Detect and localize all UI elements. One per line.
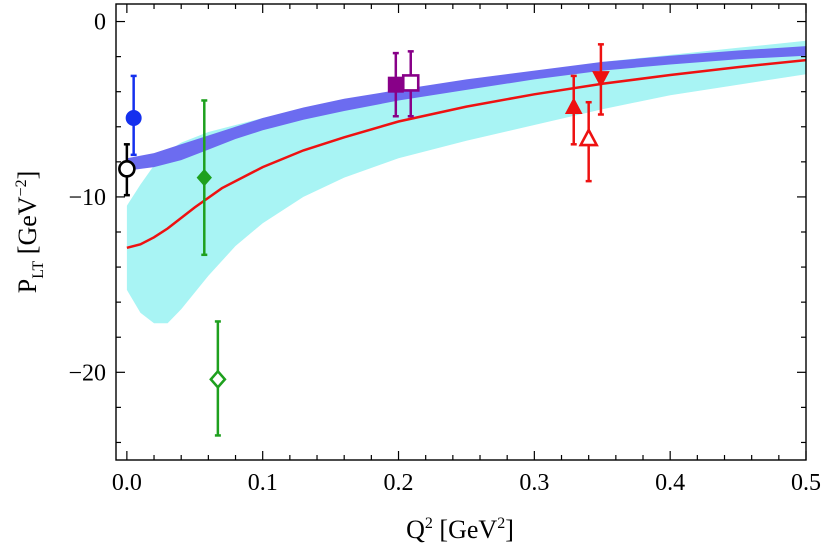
y-tick-label: −10 [68, 185, 106, 211]
purple-filled-square-marker [387, 76, 404, 93]
purple-open-square-marker [401, 74, 420, 92]
x-tick-label: 0.5 [791, 470, 821, 496]
x-tick-label: 0.1 [248, 470, 278, 496]
ticks: 0.0 0.1 0.2 0.3 0.4 0.5 0 −10 −20 [68, 4, 821, 496]
blue-filled-circle-marker [125, 110, 142, 126]
plot-area [126, 40, 806, 324]
black-open-circle-marker [118, 160, 136, 178]
purple-band [126, 46, 806, 171]
y-tick-label: 0 [94, 10, 106, 36]
x-tick-label: 0.0 [112, 470, 142, 496]
purple-open-square [401, 50, 420, 118]
x-tick-label: 0.2 [384, 470, 414, 496]
x-tick-label: 0.3 [519, 470, 549, 496]
x-axis-label: Q2 [GeV2] [406, 515, 514, 544]
red-filled-down-triangle [592, 43, 610, 116]
red-filled-up-triangle-marker [564, 97, 583, 114]
red-open-up-triangle [578, 100, 599, 183]
x-tick-label: 0.4 [655, 470, 685, 496]
y-tick-label: −20 [68, 360, 106, 386]
black-open-circle [118, 143, 136, 197]
green-open-diamond [209, 320, 227, 437]
plot-layer [118, 40, 806, 437]
green-open-diamond-marker [209, 369, 227, 390]
red-curve [126, 58, 806, 250]
red-filled-up-triangle [564, 74, 583, 146]
red-filled-down-triangle-marker [592, 71, 610, 88]
green-filled-diamond [196, 99, 212, 257]
blue-filled-circle [125, 74, 142, 157]
y-axis-label: PLT [GeV−2] [13, 171, 47, 294]
red-open-up-triangle-marker [578, 127, 599, 147]
green-filled-diamond-marker [196, 168, 212, 187]
